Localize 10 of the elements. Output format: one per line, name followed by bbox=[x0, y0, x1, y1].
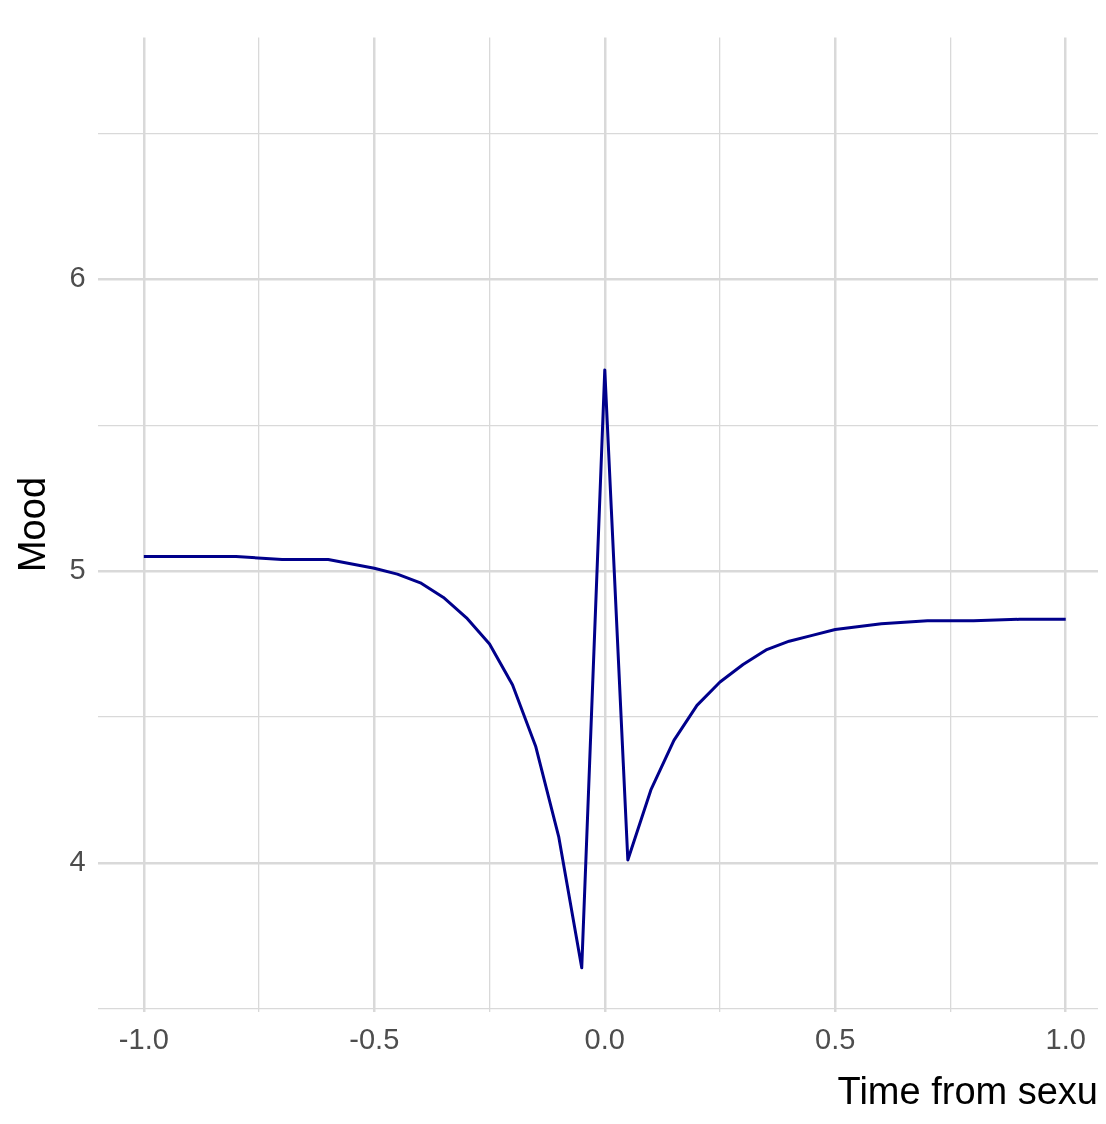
x-tick-label: 1.0 bbox=[1045, 1023, 1086, 1055]
x-tick-label: 0.5 bbox=[815, 1023, 856, 1055]
x-tick-label: -0.5 bbox=[349, 1023, 400, 1055]
x-axis-title: Time from sexu bbox=[837, 1069, 1098, 1112]
y-tick-label: 4 bbox=[69, 844, 86, 877]
y-axis-title: Mood bbox=[11, 476, 54, 573]
y-tick-label: 6 bbox=[69, 261, 86, 294]
x-tick-label: 0.0 bbox=[584, 1023, 625, 1055]
x-tick-label: -1.0 bbox=[118, 1023, 169, 1055]
y-tick-label: 5 bbox=[69, 553, 86, 586]
